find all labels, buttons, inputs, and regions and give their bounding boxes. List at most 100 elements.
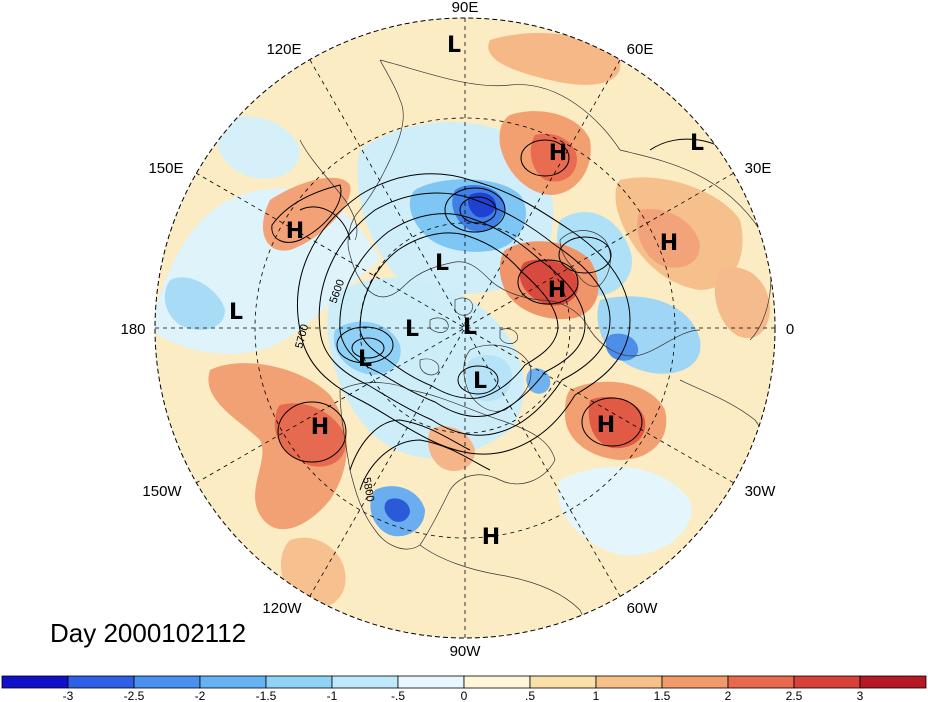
pressure-center-marker: L: [405, 317, 419, 342]
contour-line: [299, 206, 351, 241]
colorbar-tick-label: 1: [593, 689, 600, 702]
colorbar-tick-label: -.5: [391, 689, 405, 702]
lon-label-120w: 120W: [262, 600, 302, 617]
colorbar-tick-label: 3: [857, 689, 864, 702]
contour-line: [277, 401, 347, 463]
colorbar-swatch: [67, 675, 135, 689]
contour-line: [349, 419, 471, 471]
contour-line: [359, 439, 491, 491]
colorbar-tick-label: -3: [63, 689, 74, 702]
longitude-labels: 90E 60E 30E 0 30W 60W 90W 120W 150W 180 …: [120, 0, 794, 660]
colorbar-tick-label: -1.5: [256, 689, 277, 702]
anomaly-region: [216, 116, 300, 179]
colorbar-swatch: [331, 675, 399, 689]
lon-label-60w: 60W: [627, 600, 659, 617]
colorbar-tick-label: 1.5: [654, 689, 671, 702]
pressure-center-marker: H: [482, 525, 500, 550]
pressure-center-marker: L: [690, 131, 704, 156]
anomaly-region: [164, 277, 225, 330]
colorbar-tick-label: -1: [327, 689, 338, 702]
contour-line: [459, 196, 497, 224]
colorbar-swatch: [199, 675, 267, 689]
colorbar-tick-label: -2: [195, 689, 206, 702]
contour-line: [517, 259, 579, 305]
pressure-center-marker: H: [660, 231, 678, 256]
anomaly-region: [530, 133, 577, 182]
colorbar-swatch: [727, 675, 795, 689]
anomaly-region: [605, 333, 639, 361]
contour-line: [457, 365, 499, 395]
pressure-center-marker: H: [311, 415, 329, 440]
pressure-center-marker: L: [435, 251, 449, 276]
lon-label-30e: 30E: [745, 160, 772, 177]
colorbar-tick-label: 2: [725, 689, 732, 702]
pressure-center-marker: L: [473, 369, 487, 394]
lon-label-60e: 60E: [627, 41, 654, 58]
anomaly-region: [637, 209, 700, 268]
height-contours: [271, 138, 741, 491]
contour-line: [558, 236, 612, 274]
contour-line: [336, 326, 394, 364]
colorbar-swatch: [793, 675, 861, 689]
lon-label-90w: 90W: [450, 643, 482, 660]
contour-line: [581, 397, 643, 447]
anomaly-region: [488, 32, 621, 85]
contour-line: [271, 184, 342, 243]
anomaly-region: [588, 396, 646, 449]
contour-line: [339, 213, 586, 417]
map-boundary: [154, 17, 776, 639]
colorbar-tick-label: 2.5: [786, 689, 803, 702]
lon-label-120e: 120E: [266, 41, 301, 58]
anomaly-region: [558, 466, 692, 556]
lon-label-30w: 30W: [745, 483, 777, 500]
contour-line: [318, 192, 611, 436]
contour-label: 5800: [360, 476, 376, 502]
colorbar-swatch: [661, 675, 729, 689]
pressure-center-marker: H: [549, 141, 567, 166]
meridian-line: [309, 59, 621, 597]
colorbar-swatch: [265, 675, 333, 689]
anomaly-region: [262, 177, 351, 251]
anomaly-field: [155, 18, 775, 638]
anomaly-region: [384, 498, 410, 522]
date-label: Day 2000102112: [50, 618, 247, 648]
colorbar-tick-label: .5: [525, 689, 535, 702]
pressure-centers: L H L H H H L L L L L L H H H: [229, 33, 704, 550]
contour-line: [444, 187, 506, 233]
colorbar-tick-label: 0: [461, 689, 468, 702]
lon-label-150w: 150W: [142, 483, 182, 500]
colorbar: -3 -2.5 -2 -1.5 -1 -.5 0 .5 1 1.5 2 2.5 3: [1, 675, 927, 702]
anomaly-region: [465, 355, 512, 402]
lon-label-0: 0: [786, 321, 794, 338]
pressure-center-marker: H: [286, 219, 304, 244]
pressure-center-marker: L: [358, 347, 372, 372]
pressure-center-marker: H: [597, 413, 615, 438]
pressure-center-marker: L: [463, 315, 477, 340]
anomaly-region: [714, 267, 770, 339]
colorbar-swatch: [133, 675, 201, 689]
colorbar-swatch: [595, 675, 663, 689]
graticule: [155, 18, 775, 638]
anomaly-region: [274, 403, 346, 467]
colorbar-swatch: [859, 675, 927, 689]
anomaly-region: [333, 321, 401, 375]
meridian-line: [309, 59, 621, 597]
contour-line: [359, 232, 559, 399]
latitude-circle: [359, 222, 571, 434]
colorbar-tick-label: -2.5: [124, 689, 145, 702]
contour-line: [351, 337, 385, 359]
colorbar-swatch: [397, 675, 465, 689]
contour-line: [520, 139, 570, 177]
colorbar-swatch: [1, 675, 69, 689]
anomaly-region: [468, 192, 496, 218]
lon-label-90e: 90E: [452, 0, 479, 16]
contour-line: [297, 173, 631, 455]
pressure-center-marker: H: [548, 278, 566, 303]
lon-label-150e: 150E: [148, 160, 183, 177]
colorbar-swatch: [529, 675, 597, 689]
pressure-center-marker: L: [447, 33, 461, 58]
anomaly-region: [208, 363, 347, 530]
lon-label-180: 180: [120, 321, 145, 338]
pressure-center-marker: L: [229, 300, 243, 325]
